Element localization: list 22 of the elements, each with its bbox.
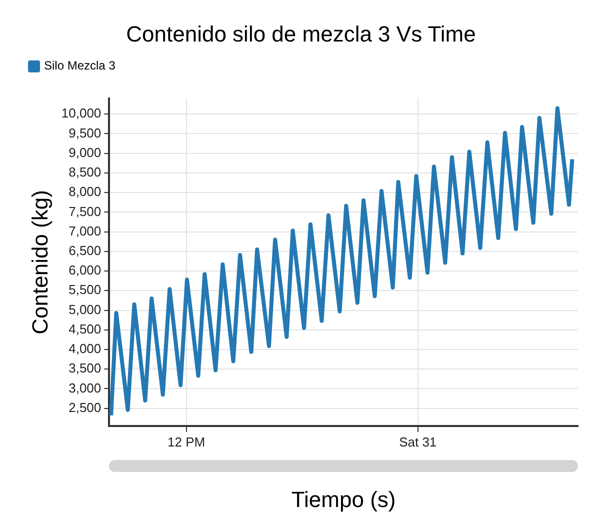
y-tick-label: 3,000 — [68, 380, 102, 396]
legend-label: Silo Mezcla 3 — [44, 58, 116, 73]
y-tick-label: 7,000 — [68, 223, 102, 238]
y-tick-label: 10,000 — [61, 106, 102, 121]
y-tick-label: 4,000 — [68, 341, 102, 356]
x-tick-label: Sat 31 — [399, 434, 437, 450]
x-axis-title: Tiempo (s) — [291, 486, 396, 512]
x-tick-label: 12 PM — [168, 434, 206, 450]
y-tick-label: 3,500 — [68, 360, 102, 376]
y-tick-label: 6,000 — [68, 262, 102, 278]
y-axis-title: Contenido (kg) — [27, 190, 52, 334]
y-tick-label: 9,500 — [68, 125, 102, 140]
y-tick-label: 5,000 — [68, 302, 102, 317]
chart-title: Contenido silo de mezcla 3 Vs Time — [126, 21, 476, 46]
y-tick-label: 9,000 — [68, 144, 102, 160]
y-tick-label: 7,500 — [68, 204, 102, 219]
y-tick-label: 5,500 — [68, 282, 102, 298]
y-tick-label: 2,500 — [68, 400, 102, 415]
y-tick-label: 6,500 — [68, 242, 102, 258]
y-tick-label: 8,500 — [68, 164, 102, 180]
y-tick-label: 8,000 — [68, 184, 102, 200]
y-tick-label: 4,500 — [68, 321, 102, 336]
